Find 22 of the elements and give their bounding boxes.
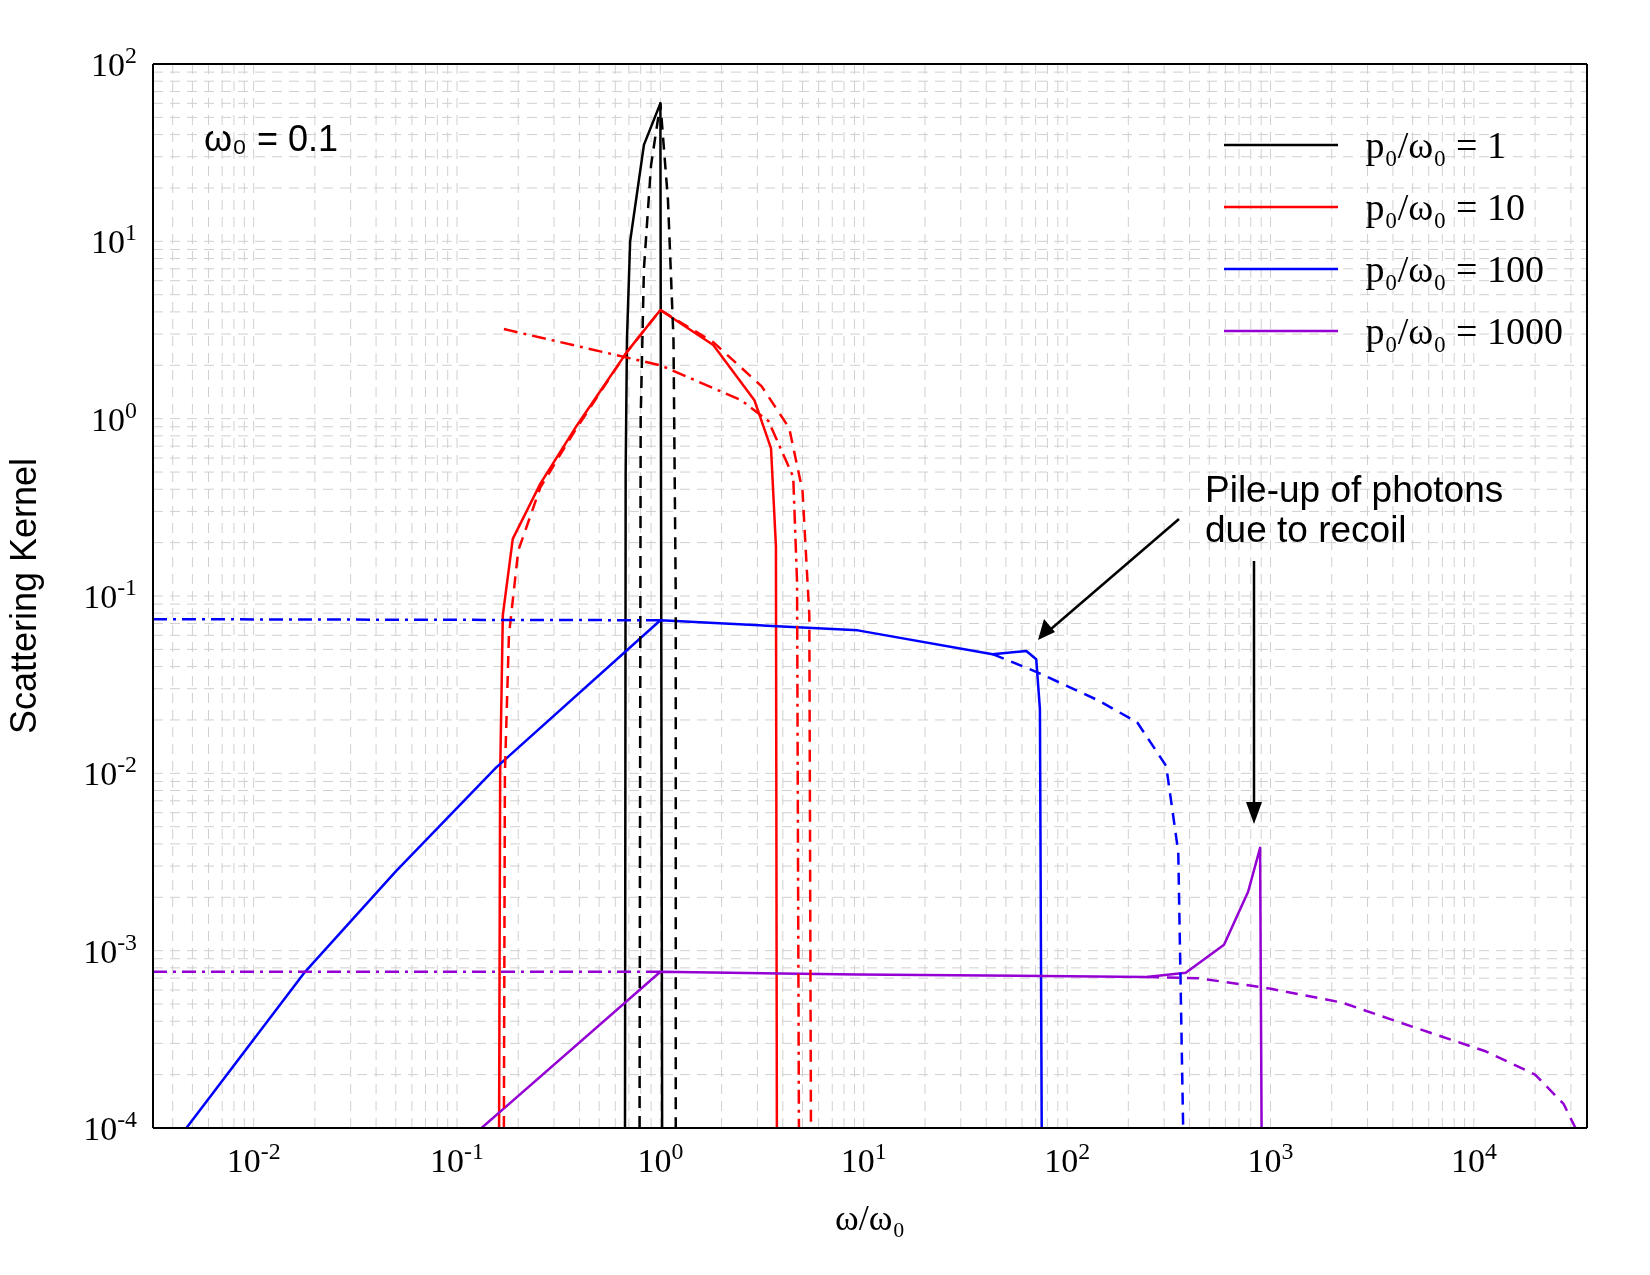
x-axis-title: ω/ω₀ [835, 1198, 905, 1238]
legend-label: p₀/ω₀ = 100 [1365, 247, 1544, 292]
legend-label: p₀/ω₀ = 10 [1365, 185, 1525, 230]
x-tick-label: 10$^{2}$ [1044, 1138, 1091, 1179]
y-tick-label: 10$^{-4}$ [83, 1106, 138, 1147]
y-tick-label: 10$^{1}$ [91, 219, 137, 261]
x-tick-label: 10$^{4}$ [1450, 1138, 1497, 1179]
legend-label: p₀/ω₀ = 1 [1365, 123, 1506, 168]
annotation: Pile-up of photons due to recoil [1205, 469, 1505, 550]
y-tick-label: 10$^{2}$ [91, 42, 137, 83]
y-tick-label: 10$^{-2}$ [83, 751, 137, 793]
legend-label: p₀/ω₀ = 1000 [1365, 309, 1563, 354]
y-tick-label: 10$^{-3}$ [83, 928, 137, 970]
y-axis-title: Scattering Kernel [2, 457, 44, 735]
x-tick-label: 10$^{-1}$ [430, 1138, 484, 1179]
y-tick-label: 10$^{-1}$ [83, 574, 137, 615]
y-tick-label: 10$^{0}$ [91, 396, 137, 438]
x-tick-label: 10$^{1}$ [840, 1138, 887, 1179]
x-tick-label: 10$^{3}$ [1247, 1138, 1294, 1179]
x-tick-label: 10$^{0}$ [637, 1138, 684, 1179]
annotation: ω₀ = 0.1 [204, 118, 339, 160]
x-tick-label: 10$^{-2}$ [226, 1138, 281, 1179]
